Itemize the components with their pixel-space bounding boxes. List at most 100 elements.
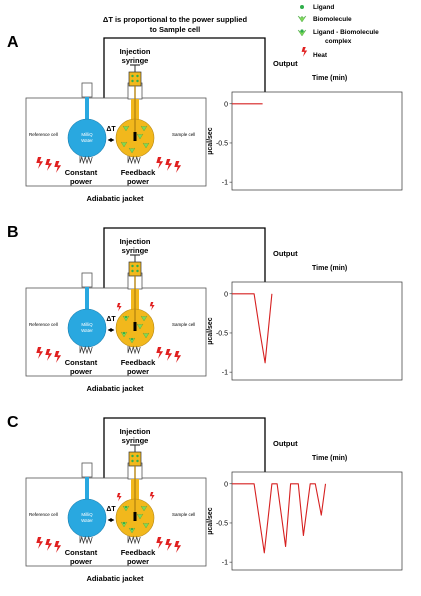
biomolecule-icon (128, 147, 136, 154)
reference-cell-stem (85, 97, 89, 127)
biomolecule-icon (140, 505, 148, 512)
y-tick-label: -0.5 (216, 140, 228, 147)
y-axis-label: µcal/sec (207, 507, 214, 534)
feedback-power-label-line2: power (127, 367, 149, 376)
panel-letter: A (7, 34, 19, 51)
biomolecule-icon (120, 141, 128, 148)
adiabatic-jacket-label: Adiabatic jacket (86, 384, 144, 393)
adiabatic-jacket-label: Adiabatic jacket (86, 574, 144, 583)
water-label-line1: MilliQ (81, 512, 93, 517)
feedback-power-label-line1: Feedback (121, 358, 156, 367)
reference-heater-coil (79, 535, 93, 545)
biomolecule-icon (136, 133, 144, 140)
panel-a: A Output Time (min) Adiabatic jacket MilliQW… (7, 34, 403, 203)
reference-cell (67, 498, 107, 538)
thermogram-chart: 0 -0.5 -1 µcal/sec (207, 471, 403, 571)
reference-cell (67, 308, 107, 348)
injection-label-line1: Injection (120, 237, 151, 246)
biomolecule-icon (142, 142, 150, 149)
injection-label-line1: Injection (120, 47, 151, 56)
reference-heater-coil (79, 345, 93, 355)
time-axis-label: Time (min) (312, 75, 347, 82)
constant-power-label-line2: power (70, 367, 92, 376)
bound-ligand-dot (124, 315, 128, 319)
legend-heat: Heat (313, 52, 328, 59)
bound-ligand-dot (130, 527, 134, 531)
thermogram-chart: 0 -0.5 -1 µcal/sec (207, 281, 403, 381)
y-tick-label: -1 (222, 370, 228, 377)
adiabatic-jacket (25, 97, 207, 187)
water-label-line1: MilliQ (81, 322, 93, 327)
sample-heater-coil (127, 345, 141, 355)
output-label: Output (273, 59, 298, 68)
delta-t-label: ΔT (106, 126, 116, 133)
reference-cell-stem (85, 287, 89, 317)
ligand-dot (136, 459, 139, 463)
biomolecule-icon (140, 125, 148, 132)
ligand-dot (136, 454, 139, 458)
legend-biomolecule: Biomolecule (313, 16, 352, 23)
legend-complex-line2: complex (325, 38, 352, 45)
biomolecule-icon (136, 513, 144, 520)
bound-ligand-dot (124, 505, 128, 509)
ligand-dot (131, 74, 134, 78)
constant-power-label-line2: power (70, 177, 92, 186)
sample-cell-label: Sample cell (172, 512, 195, 517)
reference-cell-neck (81, 462, 93, 478)
feedback-power-label-line1: Feedback (121, 548, 156, 557)
sample-cell-label: Sample cell (172, 132, 195, 137)
delta-t-label: ΔT (106, 506, 116, 513)
y-tick-label: -1 (222, 180, 228, 187)
reference-cell-label: Reference cell (29, 132, 58, 137)
stirrer-paddle (133, 512, 137, 521)
feedback-note-line2: to Sample cell (150, 25, 200, 34)
reference-cell-neck (81, 272, 93, 288)
adiabatic-jacket (25, 287, 207, 377)
constant-power-label-line2: power (70, 557, 92, 566)
feedback-power-label-line2: power (127, 177, 149, 186)
injection-label-line2: syringe (122, 246, 149, 255)
injection-label-line2: syringe (122, 56, 149, 65)
adiabatic-jacket-label: Adiabatic jacket (86, 194, 144, 203)
ligand-dot (136, 74, 139, 78)
panel-letter: C (7, 414, 19, 431)
bound-ligand-dot (122, 521, 126, 525)
reference-heater-coil (79, 155, 93, 165)
biomolecule-icon (122, 125, 130, 132)
sample-heater-coil (127, 535, 141, 545)
chart-frame (231, 281, 403, 381)
syringe-barrel (128, 451, 142, 467)
panel-letter: B (7, 224, 19, 241)
syringe-barrel (128, 71, 142, 87)
thermogram-trace (232, 483, 327, 554)
heat-legend-icon (301, 47, 308, 57)
output-label: Output (273, 249, 298, 258)
bound-ligand-dot (122, 331, 126, 335)
ligand-dot (136, 264, 139, 268)
reference-cell-stem (85, 477, 89, 507)
y-tick-label: 0 (224, 101, 228, 108)
biomolecule-legend-icon (297, 15, 307, 23)
y-tick-label: -1 (222, 560, 228, 567)
ligand-dot (131, 79, 134, 83)
water-label-line2: Water (81, 328, 93, 333)
complex-ligand-dot (300, 29, 304, 33)
feedback-power-label-line1: Feedback (121, 168, 156, 177)
ligand-dot (131, 459, 134, 463)
ligand-dot (131, 269, 134, 273)
ligand-dot (131, 454, 134, 458)
time-axis-label: Time (min) (312, 455, 347, 462)
water-label-line2: Water (81, 518, 93, 523)
biomolecule-icon (142, 522, 150, 529)
y-tick-label: 0 (224, 291, 228, 298)
biomolecule-icon (136, 323, 144, 330)
stirrer-paddle (133, 322, 137, 331)
delta-t-label: ΔT (106, 316, 116, 323)
y-tick-label: -0.5 (216, 520, 228, 527)
y-tick-label: 0 (224, 481, 228, 488)
stirrer-paddle (133, 132, 137, 141)
panel-b: B Output Time (min) Adiabatic jacket MilliQW… (7, 224, 403, 393)
feedback-note-line1: ΔT is proportional to the power supplied (103, 15, 248, 24)
output-label: Output (273, 439, 298, 448)
